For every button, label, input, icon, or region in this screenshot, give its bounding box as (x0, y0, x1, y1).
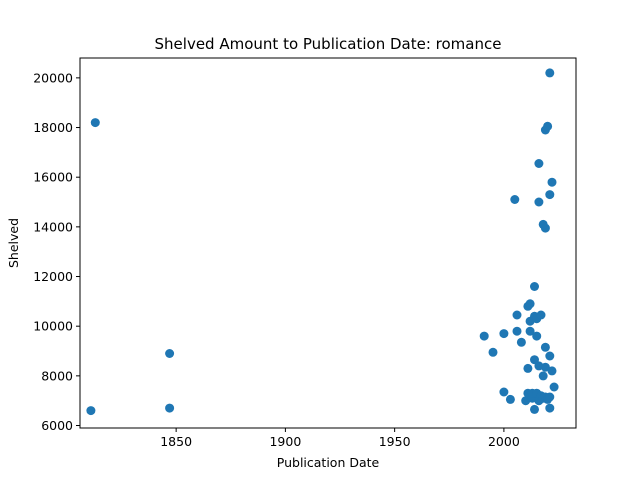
data-point (512, 310, 522, 320)
data-point (530, 404, 539, 414)
data-point (499, 387, 509, 397)
data-point (538, 371, 548, 381)
data-point (545, 403, 555, 413)
data-point (545, 392, 555, 402)
chart-title: Shelved Amount to Publication Date: roma… (155, 35, 502, 53)
data-point (543, 121, 553, 131)
data-point (86, 406, 96, 416)
data-point (499, 329, 509, 339)
y-axis-label: Shelved (6, 218, 21, 268)
data-point (540, 223, 550, 233)
points-layer (86, 68, 559, 416)
data-point (534, 197, 544, 207)
data-point (505, 394, 515, 404)
x-tick-label: 2000 (488, 434, 520, 449)
data-point (530, 282, 539, 291)
y-tick-label: 12000 (33, 269, 73, 284)
data-point (536, 310, 546, 320)
data-point (516, 337, 526, 347)
data-point (510, 195, 520, 204)
data-point (545, 351, 555, 361)
y-tick-label: 18000 (33, 120, 73, 135)
data-point (165, 403, 175, 413)
data-point (547, 366, 557, 376)
x-tick-label: 1950 (379, 434, 411, 449)
plot-frame (79, 57, 577, 429)
x-tick-label: 1900 (269, 434, 301, 449)
x-tick-label: 1850 (160, 434, 192, 449)
data-point (549, 382, 559, 392)
y-axis-ticks: 6000 8000 10000 12000 14000 16000 18000 20000 (33, 70, 80, 433)
data-point (525, 326, 535, 336)
data-point (545, 68, 555, 78)
x-axis-ticks: 1850 1900 1950 2000 (160, 428, 520, 449)
y-tick-label: 14000 (33, 219, 73, 234)
x-axis-label: Publication Date (277, 455, 380, 470)
y-tick-label: 16000 (33, 170, 73, 185)
data-point (512, 326, 522, 336)
data-point (540, 362, 550, 372)
data-point (165, 349, 175, 358)
data-point (90, 118, 100, 128)
data-point (534, 159, 544, 168)
data-point (523, 363, 533, 373)
data-point (547, 177, 557, 187)
data-point (540, 342, 550, 352)
data-point (532, 331, 542, 341)
data-point (545, 190, 555, 200)
y-tick-label: 8000 (41, 368, 73, 383)
y-tick-label: 20000 (33, 70, 73, 85)
data-point (488, 347, 498, 357)
y-tick-label: 10000 (33, 319, 73, 334)
data-point (479, 331, 489, 341)
y-tick-label: 6000 (41, 418, 73, 433)
data-point (525, 299, 535, 309)
